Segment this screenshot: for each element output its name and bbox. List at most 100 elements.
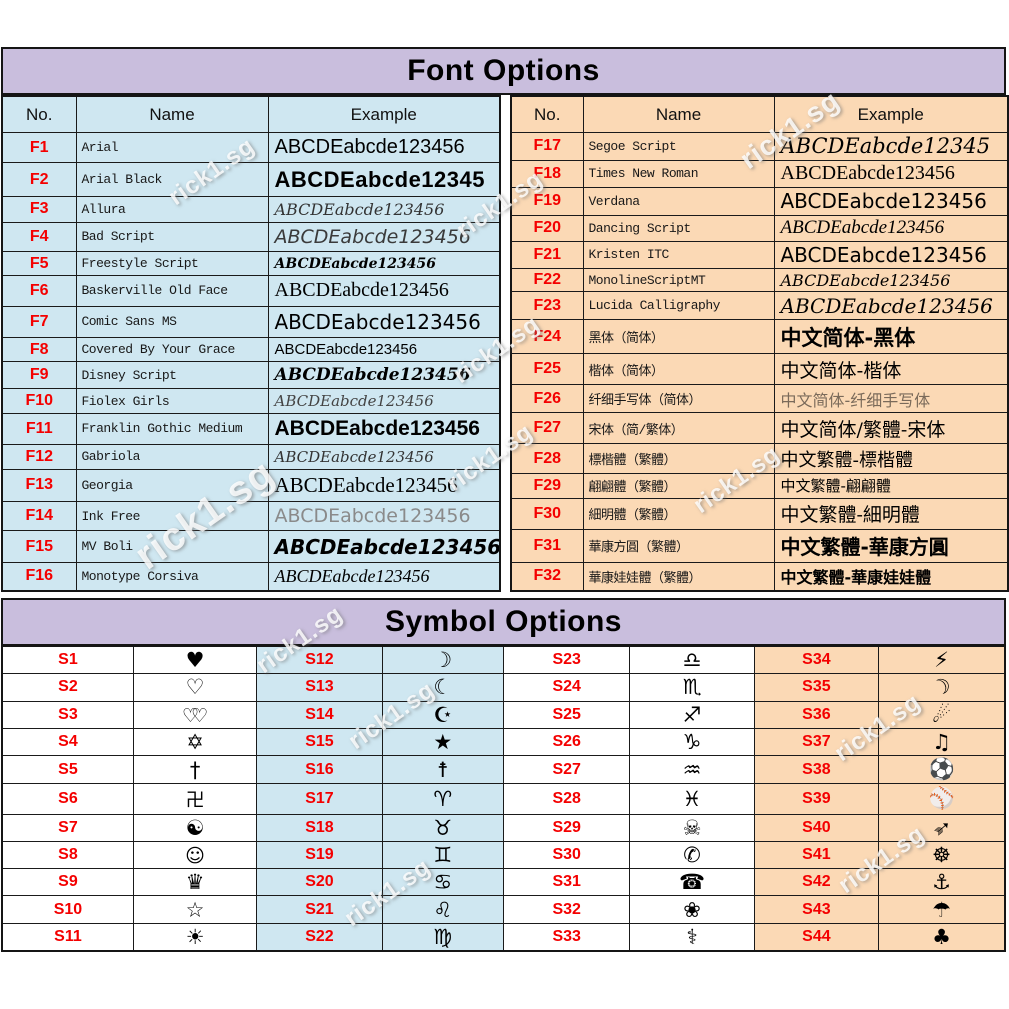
symbol-cell-S43: ☂ bbox=[878, 895, 1006, 924]
black-telephone-icon: ☎ bbox=[678, 870, 706, 895]
symbol-cell-S18: ♉ bbox=[381, 813, 504, 842]
font-row-F4: F4 Bad Script ABCDEabcde123456 bbox=[1, 221, 501, 252]
font-no-F2: F2 bbox=[1, 162, 77, 198]
symbol-no-S43: S43 bbox=[753, 895, 880, 924]
symbol-no-S30: S30 bbox=[502, 840, 631, 870]
symbol-cell-S16: ☨ bbox=[381, 755, 504, 785]
anchor-icon: ⚓ bbox=[932, 870, 951, 895]
symbol-no-S32: S32 bbox=[502, 895, 631, 924]
font-example-F27: 中文简体/繁體-宋体 bbox=[773, 412, 1009, 445]
ship-wheel-icon: ☸ bbox=[932, 843, 951, 868]
symbol-cell-S21: ♌ bbox=[381, 895, 504, 924]
font-row-F11: F11 Franklin Gothic Medium ABCDEabcde12345… bbox=[1, 412, 501, 446]
symbol-cell-S14: ☪ bbox=[381, 700, 504, 729]
font-name-F11: Franklin Gothic Medium bbox=[75, 412, 269, 446]
font-name-F25: 楷体（简体） bbox=[582, 353, 775, 386]
font-table-left: No. Name Example F1 Arial ABCDEabcde123456… bbox=[1, 95, 501, 592]
font-name-F10: Fiolex Girls bbox=[75, 388, 269, 414]
font-name-F26: 纤细手写体（简体） bbox=[582, 384, 775, 414]
font-name-F12: Gabriola bbox=[75, 444, 269, 470]
font-row-F31: F31 華康方圓（繁體） 中文繁體-華康方圓 bbox=[510, 528, 1009, 563]
font-name-F4: Bad Script bbox=[75, 221, 269, 252]
symbol-cell-S9: ♛ bbox=[132, 868, 258, 897]
sun-icon: ☀ bbox=[185, 924, 205, 949]
symbol-no-S10: S10 bbox=[1, 895, 134, 924]
font-name-F31: 華康方圓（繁體） bbox=[582, 528, 775, 563]
font-row-F20: F20 Dancing Script ABCDEabcde123456 bbox=[510, 214, 1009, 242]
symbol-row-6: S6 卍 S17 ♈ S28 ♓ S39 ⚾ bbox=[1, 783, 1006, 815]
aquarius-icon: ♒ bbox=[682, 757, 702, 782]
crown-icon: ♛ bbox=[185, 870, 205, 895]
cupid-arrow-icon: ➳ bbox=[927, 814, 956, 842]
font-row-F26: F26 纤细手写体（简体） 中文简体-纤细手写体 bbox=[510, 384, 1009, 414]
font-no-F21: F21 bbox=[510, 240, 584, 270]
symbol-cell-S36: ☄ bbox=[878, 700, 1006, 729]
font-row-F30: F30 細明體（繁體） 中文繁體-細明體 bbox=[510, 497, 1009, 530]
font-no-F12: F12 bbox=[1, 444, 77, 470]
black-heart-icon: ♥ bbox=[185, 648, 205, 673]
font-no-F20: F20 bbox=[510, 214, 584, 242]
symbol-no-S25: S25 bbox=[502, 700, 631, 729]
font-name-F16: Monotype Corsiva bbox=[75, 561, 269, 592]
soccer-ball-icon: ⚽ bbox=[928, 757, 955, 782]
symbol-cell-S30: ✆ bbox=[629, 840, 755, 870]
font-example-F8: ABCDEabcde123456 bbox=[267, 337, 501, 363]
font-row-F1: F1 Arial ABCDEabcde123456 bbox=[1, 131, 501, 164]
waning-crescent-moon-icon: ☾ bbox=[433, 675, 453, 700]
font-example-F30: 中文繁體-細明體 bbox=[773, 497, 1009, 530]
virgo-icon: ♍ bbox=[433, 924, 453, 949]
font-row-F25: F25 楷体（简体） 中文简体-楷体 bbox=[510, 353, 1009, 386]
font-row-F23: F23 Lucida Calligraphy ABCDEabcde123456 bbox=[510, 291, 1009, 321]
column-header-no: No. bbox=[510, 95, 584, 133]
font-example-F1: ABCDEabcde123456 bbox=[267, 131, 501, 164]
font-row-F16: F16 Monotype Corsiva ABCDEabcde123456 bbox=[1, 561, 501, 592]
font-no-F13: F13 bbox=[1, 468, 77, 503]
font-name-F20: Dancing Script bbox=[582, 214, 775, 242]
symbol-no-S3: S3 bbox=[1, 700, 134, 729]
symbol-no-S42: S42 bbox=[753, 868, 880, 897]
font-name-F17: Segoe Script bbox=[582, 132, 775, 161]
font-no-F25: F25 bbox=[510, 353, 584, 386]
font-no-F1: F1 bbox=[1, 131, 77, 164]
font-name-F8: Covered By Your Grace bbox=[75, 337, 269, 363]
font-name-F5: Freestyle Script bbox=[75, 250, 269, 277]
libra-icon: ♎ bbox=[682, 648, 702, 673]
skull-and-crossbones-icon: ☠ bbox=[682, 815, 702, 840]
symbol-no-S28: S28 bbox=[502, 783, 631, 815]
font-row-F19: F19 Verdana ABCDEabcde123456 bbox=[510, 186, 1009, 216]
font-example-F14: ABCDEabcde123456 bbox=[267, 501, 501, 532]
font-name-F23: Lucida Calligraphy bbox=[582, 291, 775, 321]
font-row-F9: F9 Disney Script ABCDEabcde123456 bbox=[1, 361, 501, 390]
font-row-F14: F14 Ink Free ABCDEabcde123456 bbox=[1, 501, 501, 532]
font-name-F30: 細明體（繁體） bbox=[582, 497, 775, 530]
font-name-F13: Georgia bbox=[75, 468, 269, 503]
symbol-cell-S20: ♋ bbox=[381, 868, 504, 897]
font-table-right-header-row: No. Name Example bbox=[510, 95, 1009, 133]
font-no-F32: F32 bbox=[510, 561, 584, 592]
symbol-cell-S33: ⚕ bbox=[629, 922, 755, 952]
font-no-F9: F9 bbox=[1, 361, 77, 390]
symbol-no-S27: S27 bbox=[502, 755, 631, 785]
font-example-F9: ABCDEabcde123456 bbox=[267, 361, 501, 390]
symbol-no-S21: S21 bbox=[256, 895, 383, 924]
font-example-F5: ABCDEabcde123456 bbox=[267, 250, 501, 277]
font-example-F15: ABCDEabcde123456 bbox=[267, 530, 501, 563]
font-no-F18: F18 bbox=[510, 159, 584, 188]
symbol-no-S29: S29 bbox=[502, 813, 631, 842]
font-name-F6: Baskerville Old Face bbox=[75, 275, 269, 307]
symbol-cell-S8: ☺ bbox=[132, 840, 258, 870]
font-row-F2: F2 Arial Black ABCDEabcde12345 bbox=[1, 162, 501, 198]
lightning-bolt-icon: ⚡ bbox=[934, 648, 949, 673]
font-name-F3: Allura bbox=[75, 196, 269, 223]
symbol-no-S20: S20 bbox=[256, 868, 383, 897]
symbol-cell-S17: ♈ bbox=[381, 783, 504, 815]
star-of-david-icon: ✡ bbox=[186, 729, 204, 754]
font-no-F10: F10 bbox=[1, 388, 77, 414]
font-row-F10: F10 Fiolex Girls ABCDEabcde123456 bbox=[1, 388, 501, 414]
symbol-no-S23: S23 bbox=[502, 645, 631, 675]
font-example-F29: 中文繁體-翩翩體 bbox=[773, 473, 1009, 499]
font-row-F15: F15 MV Boli ABCDEabcde123456 bbox=[1, 530, 501, 563]
font-example-F24: 中文简体-黑体 bbox=[773, 319, 1009, 355]
symbol-row-3: S3 ♡♡ S14 ☪ S25 ♐ S36 ☄ bbox=[1, 700, 1006, 729]
font-row-F8: F8 Covered By Your Grace ABCDEabcde123456 bbox=[1, 337, 501, 363]
